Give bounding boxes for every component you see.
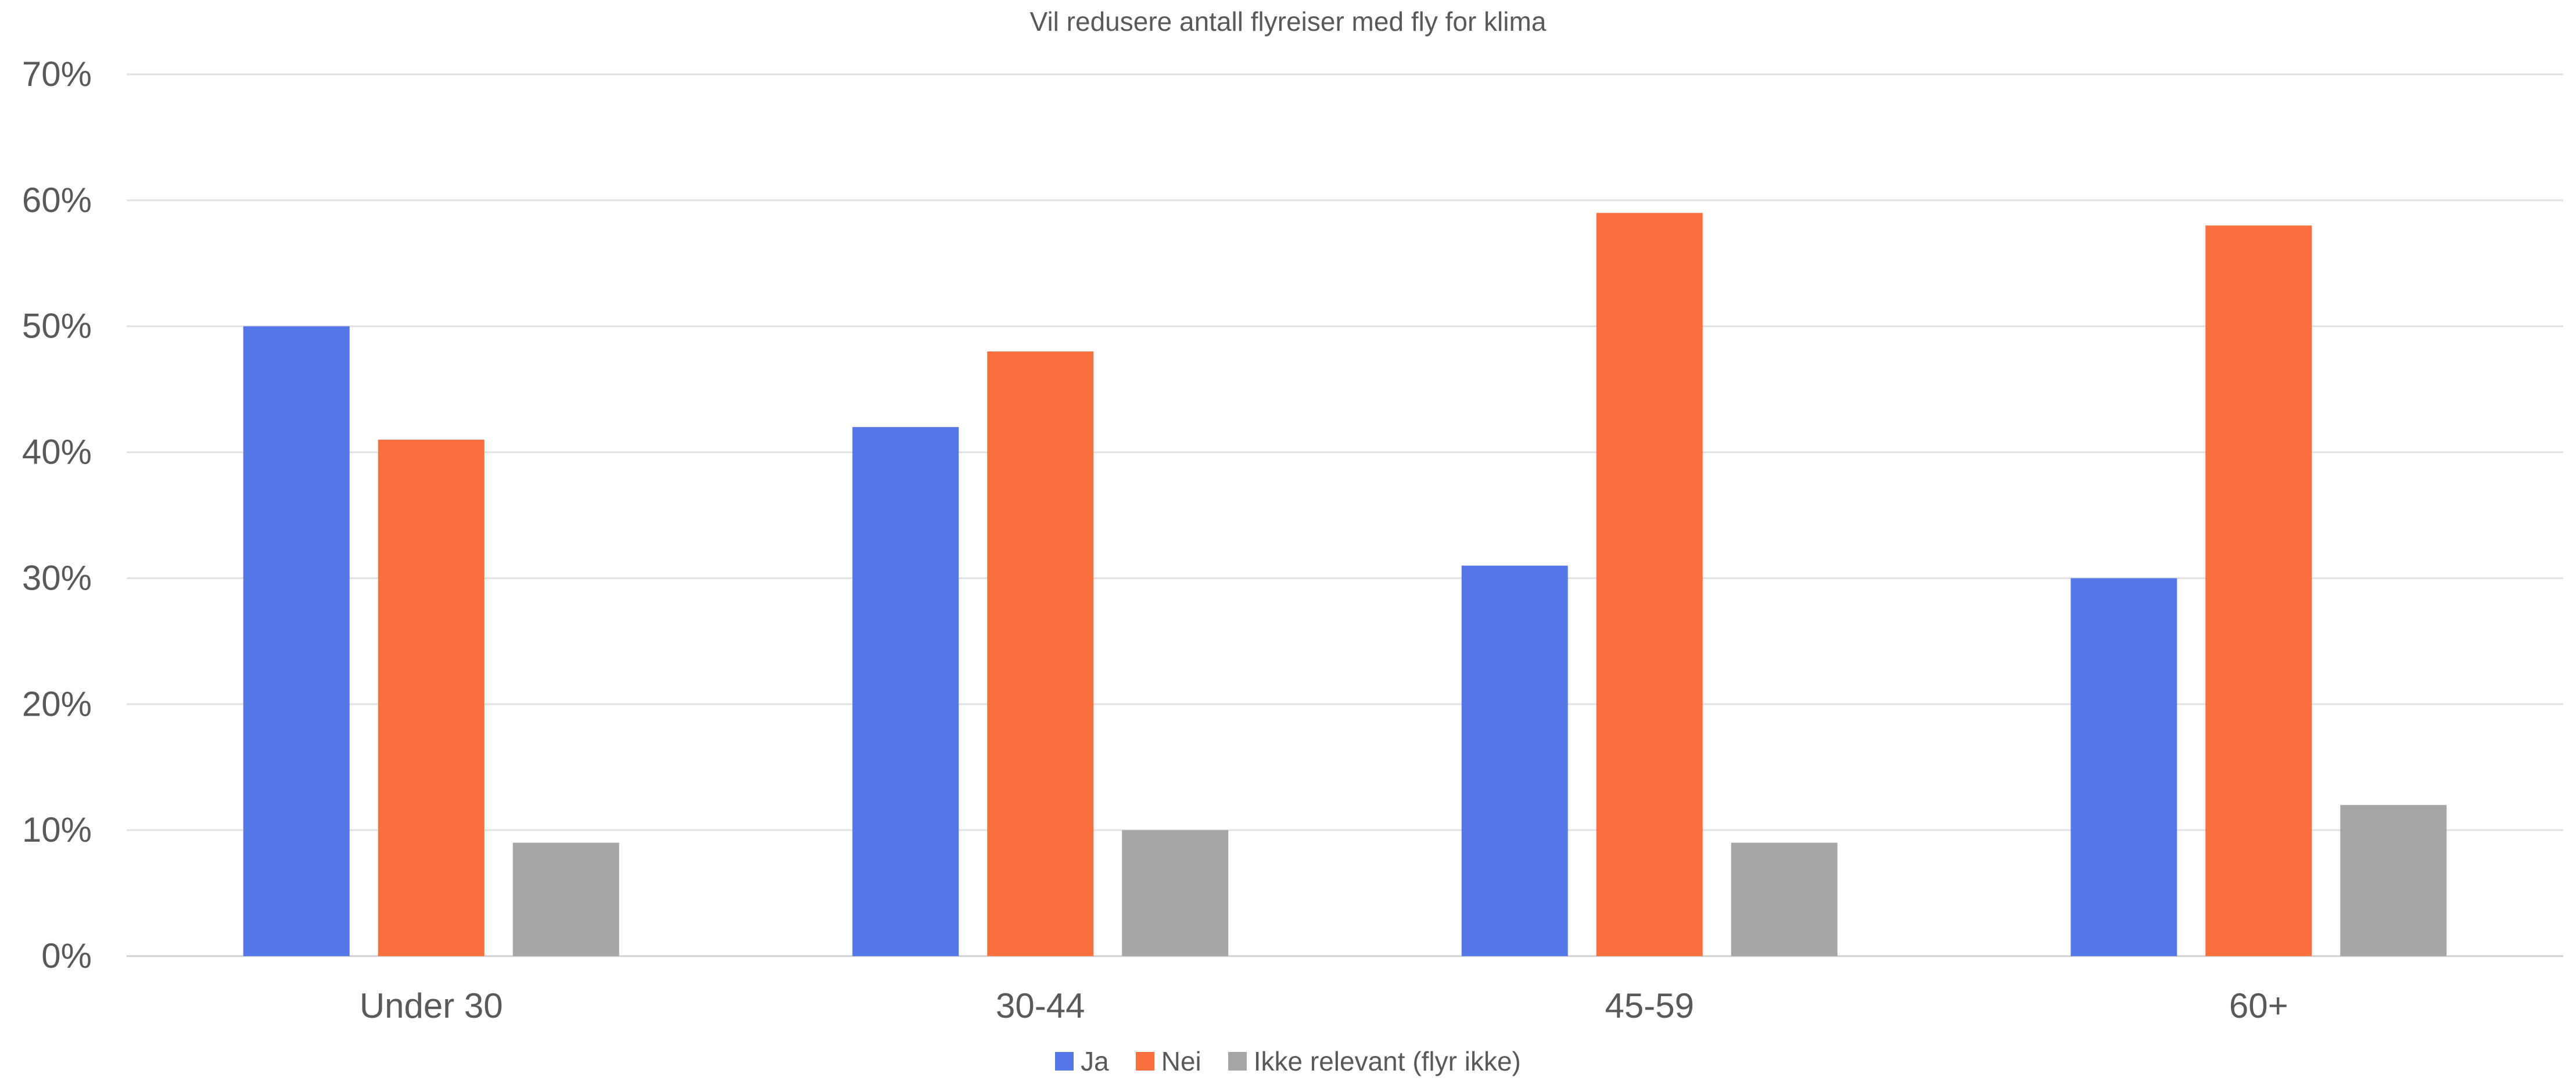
y-tick-label: 60% xyxy=(22,181,92,220)
legend-item: Ikke relevant (flyr ikke) xyxy=(1228,1046,1521,1077)
x-tick-label: 30-44 xyxy=(996,986,1085,1025)
y-tick-label: 70% xyxy=(22,55,92,94)
bar xyxy=(243,326,350,956)
bar xyxy=(2340,805,2447,956)
x-tick-label: 45-59 xyxy=(1605,986,1694,1025)
legend-item: Ja xyxy=(1055,1046,1109,1077)
y-tick-label: 10% xyxy=(22,810,92,849)
y-tick-label: 30% xyxy=(22,558,92,597)
legend-swatch xyxy=(1055,1052,1074,1071)
y-tick-label: 50% xyxy=(22,307,92,346)
legend: Ja Nei Ikke relevant (flyr ikke) xyxy=(0,1046,2576,1077)
bar xyxy=(512,842,619,956)
bar xyxy=(1731,842,1838,956)
bar xyxy=(1461,565,1568,956)
bar xyxy=(378,439,485,956)
legend-label: Ikke relevant (flyr ikke) xyxy=(1253,1046,1521,1076)
bar xyxy=(852,427,959,956)
bar xyxy=(987,351,1094,956)
y-tick-label: 0% xyxy=(41,936,92,975)
legend-item: Nei xyxy=(1135,1046,1201,1077)
chart-title: Vil redusere antall flyreiser med fly fo… xyxy=(1029,6,1547,37)
legend-swatch xyxy=(1228,1052,1247,1071)
y-tick-label: 40% xyxy=(22,433,92,472)
x-tick-label: 60+ xyxy=(2229,986,2288,1025)
bar xyxy=(1596,213,1703,956)
x-tick-label: Under 30 xyxy=(360,986,503,1025)
bar xyxy=(2071,578,2177,956)
bar xyxy=(1122,830,1229,956)
legend-swatch xyxy=(1135,1052,1154,1071)
legend-label: Nei xyxy=(1161,1046,1201,1076)
legend-label: Ja xyxy=(1081,1046,1109,1076)
bar xyxy=(2205,225,2312,957)
y-tick-label: 20% xyxy=(22,684,92,723)
